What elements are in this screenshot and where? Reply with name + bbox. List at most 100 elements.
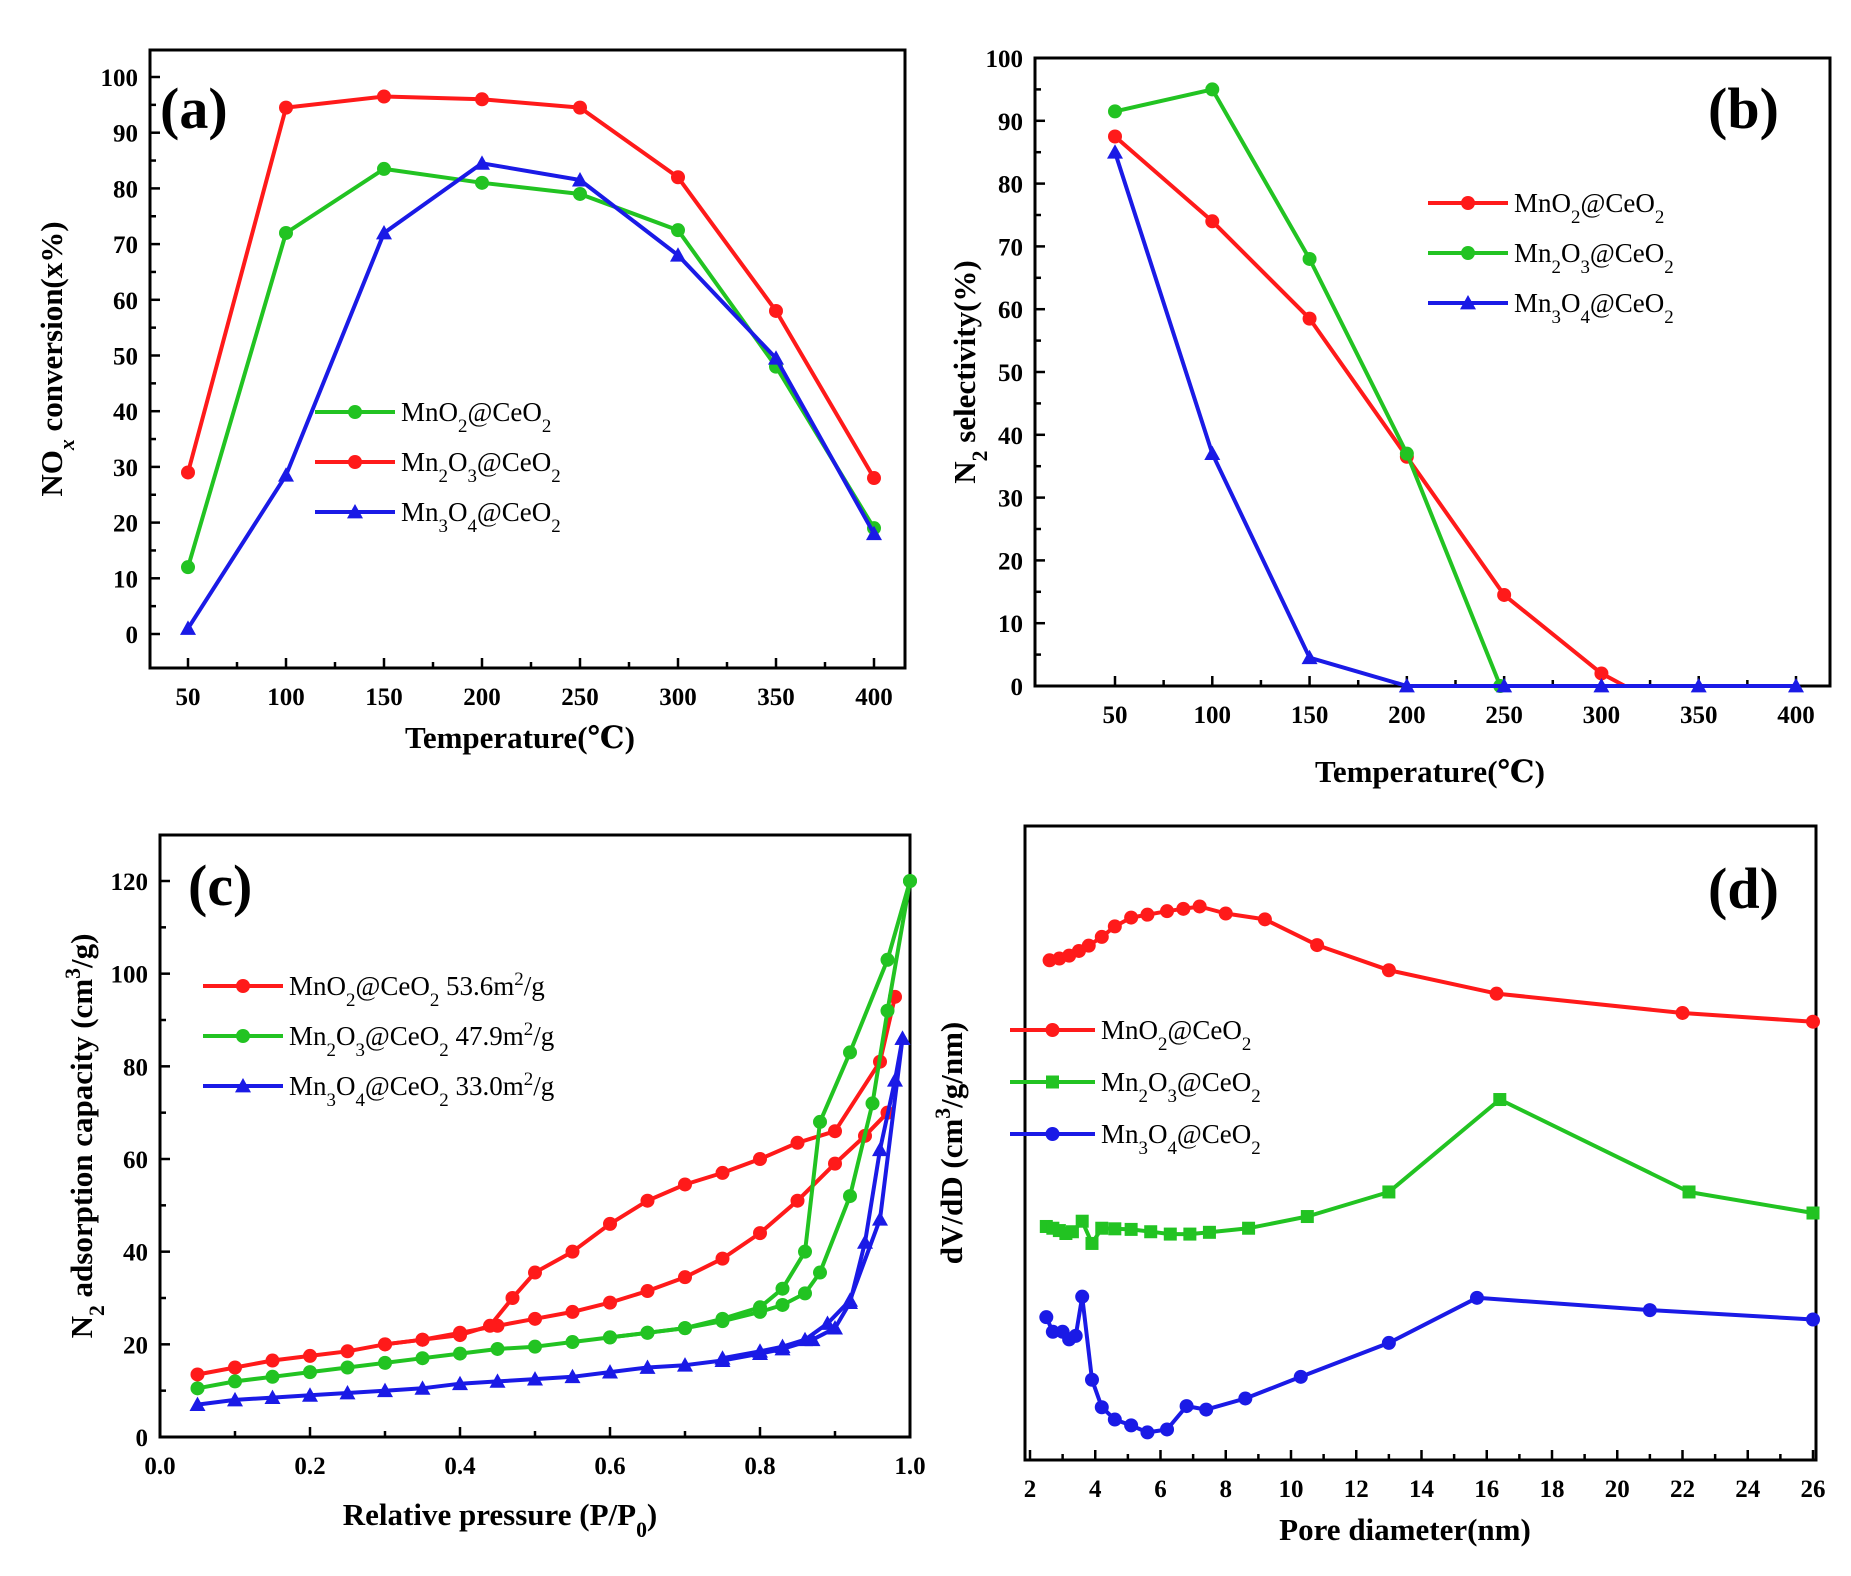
panel-label: (c)	[188, 853, 252, 918]
data-point	[1806, 1206, 1820, 1220]
data-point	[640, 1193, 655, 1208]
legend-marker	[1046, 1075, 1059, 1089]
legend-marker	[347, 504, 363, 519]
y-tick-label: 50	[998, 360, 1023, 387]
data-point	[867, 471, 881, 486]
data-point	[452, 1375, 468, 1391]
data-point	[753, 1300, 767, 1315]
data-point	[415, 1351, 430, 1366]
data-point	[564, 1368, 581, 1384]
data-point	[1310, 938, 1325, 953]
legend-label: Mn2O3@CeO2	[1101, 1067, 1261, 1107]
data-point	[798, 1286, 812, 1301]
data-point	[573, 186, 587, 201]
data-point	[1302, 311, 1317, 326]
data-point	[303, 1365, 317, 1380]
data-point	[1163, 1227, 1177, 1241]
data-point	[887, 1072, 903, 1087]
legend-label: MnO2@CeO2	[1101, 1015, 1251, 1055]
data-point	[828, 1124, 842, 1139]
data-point	[1381, 1335, 1396, 1350]
legend-marker	[1045, 1023, 1060, 1037]
data-point	[414, 1380, 431, 1395]
legend-marker	[348, 405, 362, 419]
y-tick-label: 0	[136, 1425, 149, 1452]
data-point	[843, 1045, 857, 1060]
data-point	[678, 1270, 692, 1285]
data-point	[1300, 1210, 1314, 1224]
y-tick-label: 10	[998, 611, 1023, 638]
data-point	[1257, 912, 1272, 927]
series-line	[186, 94, 876, 480]
data-point	[303, 1348, 317, 1363]
data-point	[1682, 1185, 1696, 1199]
y-tick-label: 80	[123, 1054, 148, 1081]
x-tick-label: 20	[1605, 1476, 1630, 1503]
data-point	[572, 172, 588, 187]
y-tick-label: 30	[998, 486, 1023, 513]
x-tick-label: 18	[1540, 1476, 1565, 1503]
data-point	[1593, 678, 1610, 693]
data-point	[1084, 1372, 1099, 1387]
data-point	[505, 1291, 520, 1305]
y-tick-label: 40	[998, 423, 1023, 450]
x-tick-label: 6	[1154, 1476, 1167, 1503]
legend-marker	[1045, 1127, 1060, 1141]
data-point	[1124, 1418, 1139, 1433]
y-tick-label: 30	[113, 455, 138, 482]
data-point	[1398, 678, 1415, 693]
data-point	[227, 1391, 243, 1407]
data-point	[376, 224, 392, 240]
data-point	[1039, 1310, 1054, 1325]
data-point	[903, 874, 917, 888]
legend-label: MnO2@CeO2	[401, 397, 551, 437]
y-tick-label: 100	[111, 962, 149, 989]
data-point	[228, 1360, 242, 1375]
data-point	[677, 1357, 693, 1372]
data-point	[1204, 445, 1221, 461]
data-point	[189, 1396, 206, 1411]
y-tick-label: 100	[986, 46, 1024, 73]
data-point	[865, 1096, 880, 1111]
legend-label: Mn3O4@CeO2	[401, 497, 561, 537]
data-point	[603, 1216, 617, 1231]
series-line	[1049, 904, 1814, 1024]
data-point	[1493, 1093, 1507, 1107]
data-point	[790, 1193, 805, 1208]
x-tick-label: 0.4	[444, 1453, 476, 1480]
data-point	[753, 1226, 767, 1241]
data-point	[1095, 1221, 1109, 1235]
data-point	[752, 1343, 768, 1358]
data-point	[1140, 907, 1155, 922]
x-tick-label: 400	[1777, 702, 1815, 729]
data-point	[1301, 649, 1318, 665]
x-axis-title: Temperature(℃)	[405, 720, 635, 755]
data-point	[1075, 1289, 1090, 1304]
legend-label: MnO2@CeO2 53.6m2/g	[289, 969, 545, 1011]
data-point	[1045, 1324, 1060, 1339]
data-point	[340, 1360, 355, 1375]
series-line	[609, 880, 912, 1340]
y-tick-label: 70	[998, 234, 1023, 261]
y-tick-label: 20	[113, 511, 138, 538]
data-point	[279, 100, 293, 115]
data-point	[775, 1297, 790, 1312]
data-point	[1192, 899, 1207, 914]
legend-marker	[235, 1078, 251, 1093]
data-point	[565, 1304, 580, 1319]
data-point	[1065, 1225, 1079, 1239]
x-tick-label: 16	[1474, 1476, 1499, 1503]
data-point	[797, 1331, 813, 1347]
x-tick-label: 14	[1409, 1476, 1435, 1503]
data-point	[715, 1165, 730, 1180]
data-point	[678, 1177, 692, 1192]
x-tick-label: 350	[1680, 702, 1718, 729]
data-point	[377, 161, 391, 176]
y-tick-label: 80	[113, 176, 138, 203]
x-tick-label: 1.0	[894, 1453, 925, 1480]
data-point	[377, 1382, 393, 1398]
data-point	[1399, 446, 1414, 461]
y-tick-label: 40	[123, 1240, 148, 1267]
data-point	[1107, 919, 1122, 934]
data-point	[190, 1381, 205, 1396]
